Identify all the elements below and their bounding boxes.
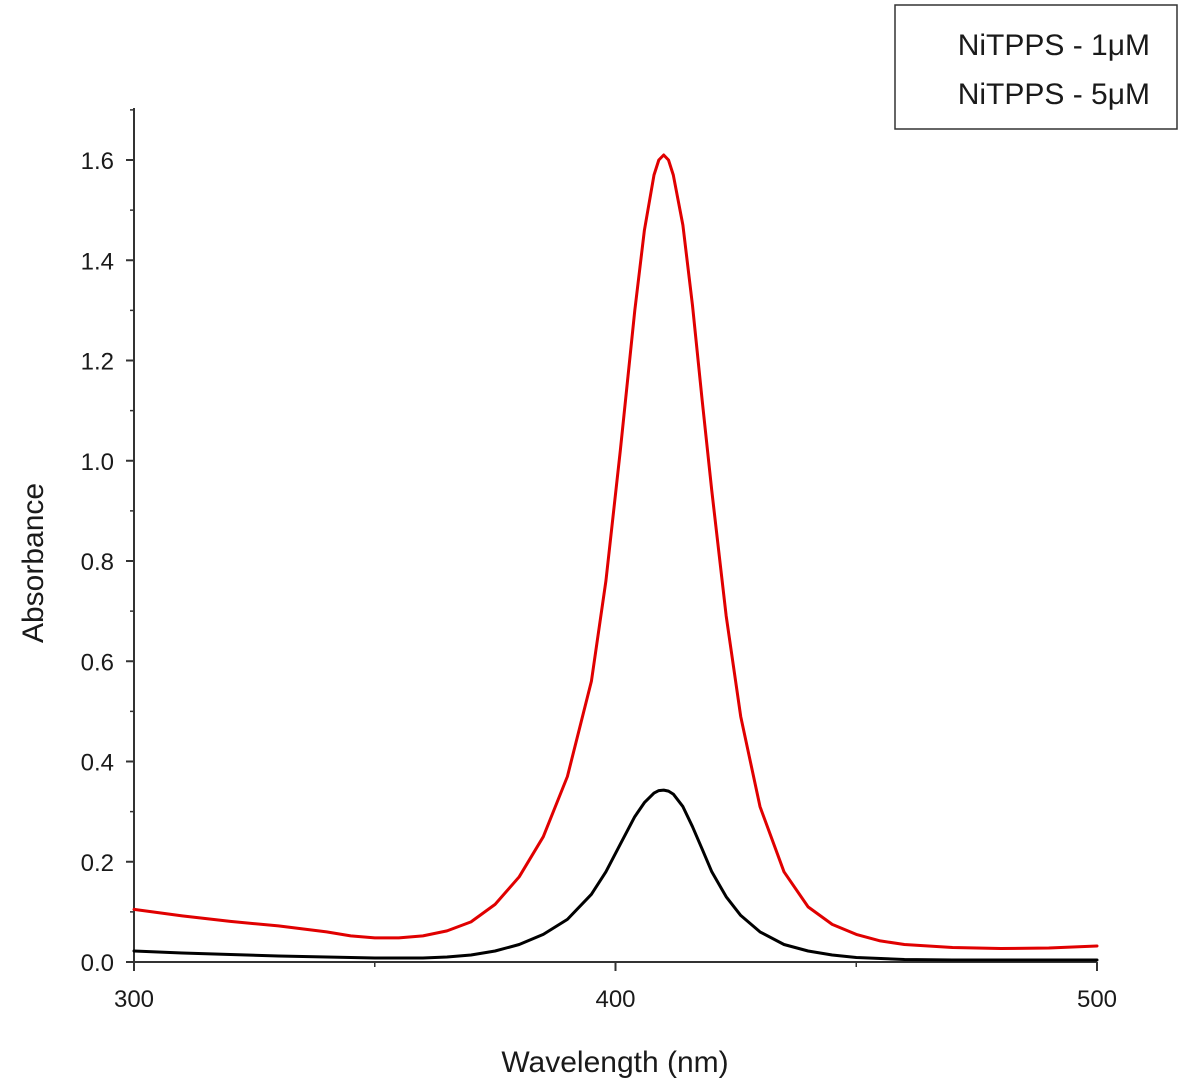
plot-lines: [132, 153, 1099, 962]
y-tick-label: 0.4: [81, 750, 114, 777]
x-tick-label: 400: [595, 986, 635, 1013]
legend-label-1um: NiTPPS - 1μM: [958, 29, 1150, 62]
y-tick-label: 0.2: [81, 850, 114, 877]
x-axis-title: Wavelength (nm): [501, 1046, 728, 1079]
legend-label-5um: NiTPPS - 5μM: [958, 78, 1150, 111]
y-tick-label: 0.6: [81, 649, 114, 676]
series-line-5um: [132, 153, 1099, 950]
x-tick-label: 300: [114, 986, 154, 1013]
y-tick-label: 1.6: [81, 148, 114, 175]
x-tick-label: 500: [1077, 986, 1117, 1013]
axes: 0.0 0.2 0.4 0.6 0.8 1.0 1.2 1.4 1.6 300 400 500: [81, 108, 1117, 1013]
y-tick-label: 0.0: [81, 950, 114, 977]
series-line-1um: [132, 788, 1099, 962]
legend: NiTPPS - 1μM NiTPPS - 5μM: [894, 4, 1178, 130]
legend-box: [894, 4, 1178, 130]
y-axis-title: Absorbance: [17, 483, 50, 643]
y-tick-label: 1.0: [81, 449, 114, 476]
y-tick-label: 1.2: [81, 349, 114, 376]
y-tick-label: 0.8: [81, 549, 114, 576]
y-tick-label: 1.4: [81, 248, 114, 275]
